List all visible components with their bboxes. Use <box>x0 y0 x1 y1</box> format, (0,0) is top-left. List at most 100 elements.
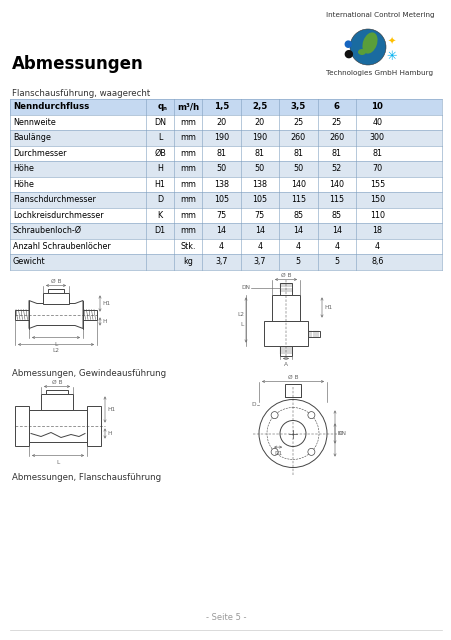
Text: L: L <box>54 342 57 346</box>
Text: 110: 110 <box>369 211 384 220</box>
Bar <box>46 390 68 394</box>
Text: 14: 14 <box>293 227 303 236</box>
Text: 260: 260 <box>328 133 344 142</box>
Text: 4: 4 <box>218 242 223 251</box>
Text: 25: 25 <box>293 118 303 127</box>
Text: 5: 5 <box>333 257 339 266</box>
Text: 20: 20 <box>254 118 264 127</box>
Text: Nennweite: Nennweite <box>13 118 55 127</box>
Text: 138: 138 <box>252 180 267 189</box>
Text: H1: H1 <box>102 301 110 306</box>
Text: 105: 105 <box>213 195 229 204</box>
Text: m³/h: m³/h <box>177 102 199 111</box>
Text: 70: 70 <box>372 164 382 173</box>
Text: L: L <box>56 460 60 465</box>
Circle shape <box>279 420 305 447</box>
Text: 14: 14 <box>216 227 226 236</box>
Text: Ø B: Ø B <box>51 278 61 284</box>
Text: 4: 4 <box>257 242 262 251</box>
Circle shape <box>349 29 385 65</box>
Text: 81: 81 <box>372 148 382 157</box>
Text: mm: mm <box>180 118 196 127</box>
Bar <box>87 406 101 445</box>
Text: Anzahl Schraubenlöcher: Anzahl Schraubenlöcher <box>13 242 110 251</box>
Circle shape <box>271 449 277 456</box>
Text: ●: ● <box>343 39 351 49</box>
Text: 3,7: 3,7 <box>253 257 266 266</box>
Text: 81: 81 <box>216 148 226 157</box>
Circle shape <box>307 412 314 419</box>
Bar <box>10 115 441 130</box>
Text: 115: 115 <box>328 195 344 204</box>
Text: 105: 105 <box>252 195 267 204</box>
Text: L2: L2 <box>52 349 60 353</box>
Text: 4: 4 <box>295 242 300 251</box>
Text: ✳: ✳ <box>386 49 396 63</box>
Text: D: D <box>251 402 255 407</box>
Circle shape <box>258 399 326 467</box>
Text: 52: 52 <box>331 164 341 173</box>
Text: mm: mm <box>180 148 196 157</box>
Bar <box>15 310 29 319</box>
Text: 81: 81 <box>293 148 303 157</box>
Bar <box>272 294 299 321</box>
Circle shape <box>271 412 277 419</box>
Text: 260: 260 <box>290 133 305 142</box>
Text: Flanschausführung, waagerecht: Flanschausführung, waagerecht <box>12 89 150 98</box>
Text: mm: mm <box>180 164 196 173</box>
Bar <box>10 130 441 145</box>
Text: mm: mm <box>180 180 196 189</box>
Text: Gewicht: Gewicht <box>13 257 46 266</box>
Text: 40: 40 <box>372 118 382 127</box>
Text: mm: mm <box>180 211 196 220</box>
Bar <box>48 289 64 292</box>
Text: Technologies GmbH Hamburg: Technologies GmbH Hamburg <box>326 70 433 76</box>
Bar <box>279 346 291 355</box>
Text: Ø B: Ø B <box>51 380 62 385</box>
Bar <box>263 321 307 346</box>
Bar <box>10 177 441 192</box>
Text: 50: 50 <box>216 164 226 173</box>
Text: International Control Metering: International Control Metering <box>325 12 433 18</box>
Text: DN: DN <box>240 285 249 290</box>
Text: H: H <box>102 319 106 324</box>
Bar <box>10 223 441 239</box>
Bar <box>10 161 441 177</box>
Text: H1: H1 <box>107 407 115 412</box>
Bar <box>10 99 441 115</box>
Ellipse shape <box>357 49 365 55</box>
Bar <box>83 310 97 319</box>
Text: 81: 81 <box>254 148 264 157</box>
Text: 81: 81 <box>331 148 341 157</box>
Bar <box>41 394 73 410</box>
Text: 300: 300 <box>369 133 384 142</box>
Text: A: A <box>283 362 287 367</box>
Text: mm: mm <box>180 227 196 236</box>
Text: 20: 20 <box>216 118 226 127</box>
Text: - Seite 5 -: - Seite 5 - <box>205 613 246 622</box>
Bar <box>10 239 441 254</box>
Text: kg: kg <box>183 257 193 266</box>
Text: 190: 190 <box>252 133 267 142</box>
Text: ØB: ØB <box>154 148 166 157</box>
Bar <box>43 292 69 303</box>
Text: 75: 75 <box>254 211 264 220</box>
Text: H1: H1 <box>323 305 331 310</box>
Text: K: K <box>336 431 340 436</box>
Text: Baulänge: Baulänge <box>13 133 51 142</box>
Text: Abmessungen, Flanschausführung: Abmessungen, Flanschausführung <box>12 472 161 481</box>
Text: 50: 50 <box>254 164 264 173</box>
Text: 18: 18 <box>372 227 382 236</box>
Text: n: n <box>162 106 166 111</box>
Text: 3,5: 3,5 <box>290 102 305 111</box>
Text: Stk.: Stk. <box>180 242 196 251</box>
Text: 140: 140 <box>329 180 344 189</box>
Text: H: H <box>157 164 163 173</box>
Text: 138: 138 <box>213 180 229 189</box>
Text: Durchmesser: Durchmesser <box>13 148 66 157</box>
Bar <box>10 207 441 223</box>
Text: 115: 115 <box>290 195 305 204</box>
Text: D1: D1 <box>273 451 281 456</box>
Text: Flanschdurchmesser: Flanschdurchmesser <box>13 195 96 204</box>
Text: Höhe: Höhe <box>13 180 34 189</box>
